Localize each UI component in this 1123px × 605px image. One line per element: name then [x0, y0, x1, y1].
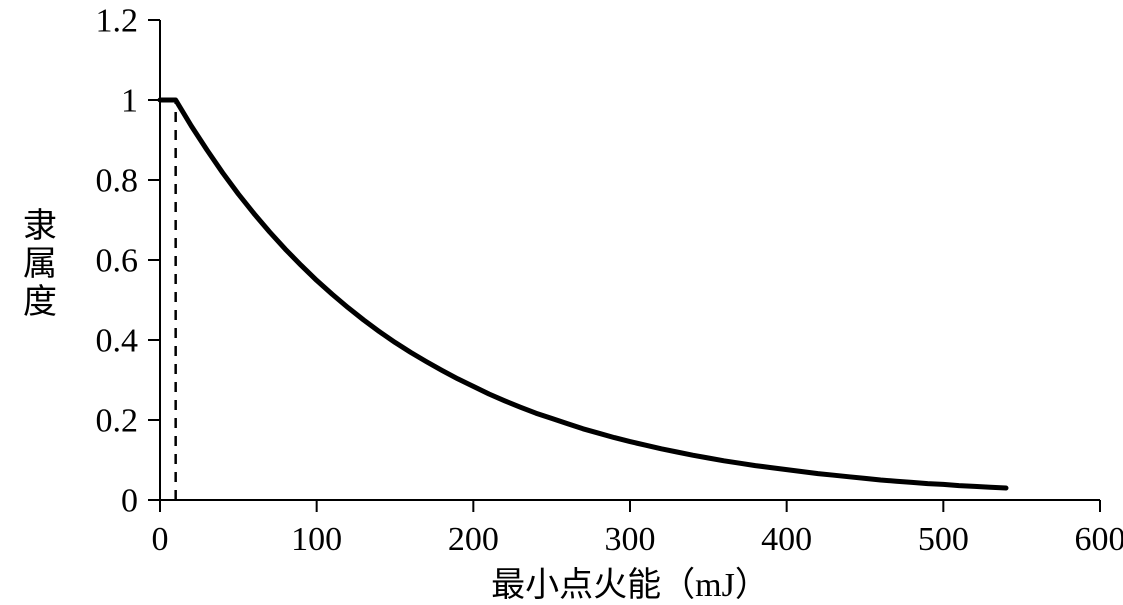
y-tick-label: 0 — [121, 482, 138, 519]
y-axis-title: 隶属度 — [23, 207, 57, 321]
x-tick-label: 600 — [1075, 521, 1123, 558]
x-tick-label: 300 — [605, 521, 656, 558]
y-tick-label: 1 — [121, 82, 138, 119]
svg-text:隶: 隶 — [23, 207, 57, 245]
chart-background — [0, 0, 1123, 605]
svg-text:属: 属 — [23, 246, 57, 283]
y-tick-label: 1.2 — [96, 2, 139, 39]
y-tick-label: 0.2 — [96, 402, 139, 439]
y-tick-label: 0.4 — [96, 322, 139, 359]
x-tick-label: 200 — [448, 521, 499, 558]
y-tick-label: 0.6 — [96, 242, 139, 279]
svg-text:度: 度 — [23, 283, 57, 321]
x-tick-label: 100 — [291, 521, 342, 558]
chart: 0 100 200 300 400 500 600 0 0.2 0.4 0.6 0.8 1 1.2 最小点火… — [0, 0, 1123, 605]
x-axis-title: 最小点火能（mJ） — [491, 566, 769, 604]
x-tick-label: 400 — [761, 521, 812, 558]
x-tick-label: 0 — [152, 521, 169, 558]
chart-svg: 0 100 200 300 400 500 600 0 0.2 0.4 0.6 0.8 1 1.2 最小点火… — [0, 0, 1123, 605]
x-tick-label: 500 — [918, 521, 969, 558]
y-tick-label: 0.8 — [96, 162, 139, 199]
